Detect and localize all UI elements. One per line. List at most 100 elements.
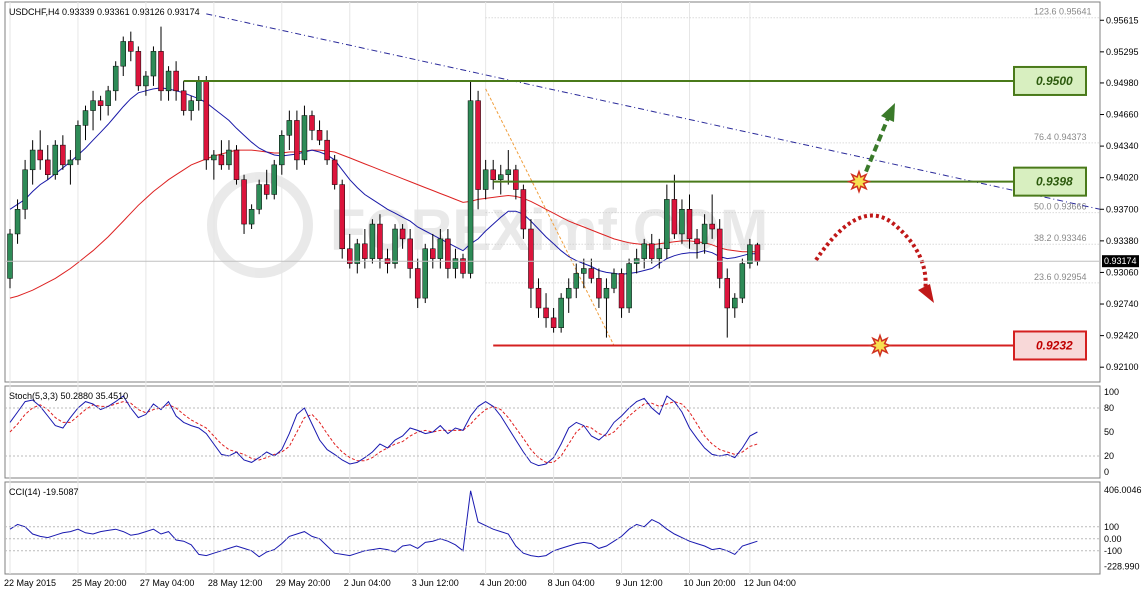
level-label: 0.9398 (1036, 175, 1073, 189)
candle (29, 140, 36, 185)
candles (7, 26, 761, 338)
candle-body (150, 51, 157, 77)
candle (294, 110, 300, 170)
candle-body (256, 184, 262, 210)
cci-panel (4, 481, 1101, 575)
price-tick-label: 0.95615 (1106, 15, 1139, 25)
candle-body (709, 223, 715, 230)
candle (97, 95, 104, 121)
candle-body (565, 287, 572, 299)
candle-body (467, 100, 474, 274)
candle-body (263, 184, 270, 195)
time-tick-label: 3 Jun 12:00 (412, 578, 459, 588)
candle (596, 268, 602, 308)
candle (180, 80, 187, 116)
candle (664, 184, 670, 259)
candle (37, 130, 43, 170)
price-tick-label: 0.92740 (1106, 299, 1139, 309)
candle-body (135, 51, 142, 87)
bearish-arrow-line (814, 213, 928, 293)
price-tick-label: 0.93380 (1106, 236, 1139, 246)
candle (679, 199, 685, 244)
stoch-main-line (9, 395, 758, 467)
main-panel (4, 1, 1101, 383)
candle (301, 105, 308, 165)
cci-tick-label: 0.00 (1104, 534, 1122, 544)
candle (430, 233, 436, 269)
candle (671, 174, 678, 239)
candle (150, 46, 157, 86)
candle-body (143, 75, 149, 87)
candle-body (611, 273, 617, 289)
candle-body (233, 149, 240, 180)
candle-body (173, 70, 179, 92)
candle-body (347, 248, 353, 264)
fibonacci-levels: 123.6 0.95641 76.4 0.94373 50.0 0.93666 38.… (485, 7, 1100, 284)
candle-body (430, 248, 436, 259)
candle (505, 150, 512, 185)
candle-body (301, 115, 308, 161)
candle-body (196, 80, 202, 101)
candle-body (392, 228, 398, 264)
candle (22, 159, 28, 220)
candle-body (52, 144, 59, 175)
descending-trendline (206, 13, 1101, 210)
candle (271, 159, 277, 200)
candle (558, 293, 564, 333)
stoch-title: Stoch(5,3,3) 50.2880 35.4510 (9, 391, 128, 401)
bullish-arrow-head (881, 103, 895, 122)
price-tick-label: 0.94340 (1106, 141, 1139, 151)
main-title: USDCHF,H4 0.93339 0.93361 0.93126 0.9317… (9, 7, 200, 17)
candle (203, 76, 210, 170)
candle (581, 258, 587, 289)
cci-tick-label: 100 (1104, 522, 1119, 532)
candle-body (90, 100, 96, 111)
candle-body (279, 134, 285, 166)
forecast-arrows (814, 103, 934, 358)
candle (686, 194, 693, 249)
stoch-panel (4, 385, 1101, 479)
stoch-tick-label: 50 (1104, 427, 1114, 437)
candle (128, 31, 134, 62)
candle (747, 238, 753, 269)
candle (641, 238, 647, 269)
candle (226, 140, 232, 170)
moving-averages (9, 87, 758, 299)
candle-body (377, 223, 383, 259)
candle (732, 293, 738, 318)
bullish-arrow-line (864, 117, 890, 173)
stoch-signal-line (9, 401, 758, 463)
candle-body (226, 149, 232, 166)
cci-tick-label: -100 (1104, 546, 1122, 556)
time-tick-label: 29 May 20:00 (276, 578, 331, 588)
candle-body (248, 209, 255, 225)
candle-body (29, 149, 36, 171)
candle (498, 164, 504, 195)
cci-line (9, 490, 758, 558)
candle (716, 219, 723, 289)
candle-body (158, 51, 164, 92)
candle-body (694, 238, 700, 245)
candle (143, 71, 149, 96)
candle-body (128, 41, 134, 52)
candle-body (664, 199, 670, 250)
candle (339, 179, 345, 259)
candle (414, 258, 421, 308)
candle-body (369, 223, 376, 259)
candle-body (543, 307, 549, 319)
candle (565, 278, 572, 313)
candle-body (724, 278, 730, 309)
candle (656, 238, 663, 269)
candle (82, 105, 89, 141)
candle-body (732, 297, 738, 309)
time-tick-label: 8 Jun 04:00 (548, 578, 595, 588)
candle-body (671, 199, 678, 235)
candle (467, 80, 474, 279)
candle (120, 36, 126, 77)
candle (550, 307, 557, 333)
candle-body (399, 228, 406, 240)
candle (188, 95, 194, 121)
candle-body (498, 174, 504, 180)
candle (75, 120, 81, 165)
